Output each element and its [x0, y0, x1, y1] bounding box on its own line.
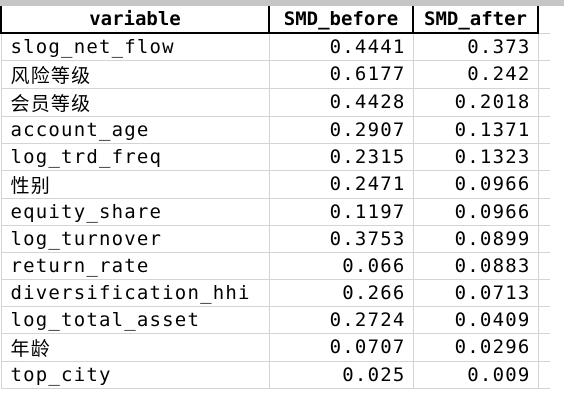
- table-row: diversification_hhi 0.266 0.0713: [0, 278, 550, 307]
- cell-variable[interactable]: diversification_hhi: [0, 278, 270, 307]
- cell-empty[interactable]: [537, 305, 550, 334]
- cell-variable[interactable]: log_trd_freq: [0, 142, 270, 171]
- cell-empty[interactable]: [537, 197, 550, 226]
- header-cell-variable[interactable]: variable: [0, 6, 270, 34]
- cell-smd-before[interactable]: 0.0707: [268, 332, 414, 362]
- cell-smd-before[interactable]: 0.266: [268, 278, 414, 307]
- cell-smd-before[interactable]: 0.1197: [268, 197, 414, 226]
- cell-smd-after[interactable]: 0.0899: [412, 224, 539, 253]
- table-row: slog_net_flow 0.4441 0.373: [0, 32, 550, 61]
- cell-empty[interactable]: [537, 169, 550, 199]
- table-row: log_trd_freq 0.2315 0.1323: [0, 142, 550, 171]
- table-row: 风险等级 0.6177 0.242: [0, 59, 550, 89]
- table-row: 性别 0.2471 0.0966: [0, 169, 550, 199]
- table-row: 年龄 0.0707 0.0296: [0, 332, 550, 362]
- cell-smd-before[interactable]: 0.066: [268, 251, 414, 280]
- cell-empty[interactable]: [537, 360, 550, 389]
- smd-table: variable SMD_before SMD_after slog_net_f…: [0, 6, 550, 389]
- cell-empty[interactable]: [537, 142, 550, 171]
- cell-smd-after[interactable]: 0.1371: [412, 115, 539, 144]
- cell-smd-before[interactable]: 0.2315: [268, 142, 414, 171]
- cell-empty[interactable]: [537, 251, 550, 280]
- header-cell-smd-after[interactable]: SMD_after: [412, 6, 539, 34]
- cell-empty[interactable]: [537, 59, 550, 89]
- header-cell-smd-before[interactable]: SMD_before: [268, 6, 414, 34]
- table-row: equity_share 0.1197 0.0966: [0, 197, 550, 226]
- cell-smd-before[interactable]: 0.4428: [268, 87, 414, 117]
- cell-smd-before[interactable]: 0.025: [268, 360, 414, 389]
- cell-smd-after[interactable]: 0.0966: [412, 169, 539, 199]
- table-row: top_city 0.025 0.009: [0, 360, 550, 389]
- cell-variable[interactable]: log_turnover: [0, 224, 270, 253]
- cell-smd-before[interactable]: 0.2471: [268, 169, 414, 199]
- cell-smd-after[interactable]: 0.373: [412, 32, 539, 61]
- cell-smd-before[interactable]: 0.2907: [268, 115, 414, 144]
- cell-empty[interactable]: [537, 224, 550, 253]
- cell-empty[interactable]: [537, 278, 550, 307]
- cell-empty[interactable]: [537, 32, 550, 61]
- cell-empty[interactable]: [537, 87, 550, 117]
- cell-variable[interactable]: top_city: [0, 360, 270, 389]
- table-row: log_total_asset 0.2724 0.0409: [0, 305, 550, 334]
- cell-smd-after[interactable]: 0.009: [412, 360, 539, 389]
- cell-smd-after[interactable]: 0.0966: [412, 197, 539, 226]
- cell-variable[interactable]: slog_net_flow: [0, 32, 270, 61]
- header-cell-empty[interactable]: [537, 6, 550, 34]
- cell-smd-after[interactable]: 0.0296: [412, 332, 539, 362]
- cell-variable[interactable]: log_total_asset: [0, 305, 270, 334]
- cell-variable[interactable]: 风险等级: [0, 59, 270, 89]
- table-row: account_age 0.2907 0.1371: [0, 115, 550, 144]
- cell-smd-before[interactable]: 0.6177: [268, 59, 414, 89]
- table-body: slog_net_flow 0.4441 0.373 风险等级 0.6177 0.242 会…: [0, 32, 550, 389]
- cell-smd-after[interactable]: 0.2018: [412, 87, 539, 117]
- cell-smd-before[interactable]: 0.2724: [268, 305, 414, 334]
- cell-variable[interactable]: account_age: [0, 115, 270, 144]
- cell-variable[interactable]: 会员等级: [0, 87, 270, 117]
- cell-empty[interactable]: [537, 332, 550, 362]
- cell-smd-before[interactable]: 0.3753: [268, 224, 414, 253]
- cell-variable[interactable]: 年龄: [0, 332, 270, 362]
- cell-variable[interactable]: return_rate: [0, 251, 270, 280]
- cell-smd-after[interactable]: 0.0713: [412, 278, 539, 307]
- cell-smd-after[interactable]: 0.242: [412, 59, 539, 89]
- cell-smd-after[interactable]: 0.0883: [412, 251, 539, 280]
- cell-smd-before[interactable]: 0.4441: [268, 32, 414, 61]
- cell-smd-after[interactable]: 0.1323: [412, 142, 539, 171]
- sheet-top-edge: [0, 0, 564, 6]
- cell-smd-after[interactable]: 0.0409: [412, 305, 539, 334]
- table-row: return_rate 0.066 0.0883: [0, 251, 550, 280]
- table-row: 会员等级 0.4428 0.2018: [0, 87, 550, 117]
- table-row: log_turnover 0.3753 0.0899: [0, 224, 550, 253]
- header-row: variable SMD_before SMD_after: [0, 6, 550, 34]
- cell-empty[interactable]: [537, 115, 550, 144]
- cell-variable[interactable]: equity_share: [0, 197, 270, 226]
- cell-variable[interactable]: 性别: [0, 169, 270, 199]
